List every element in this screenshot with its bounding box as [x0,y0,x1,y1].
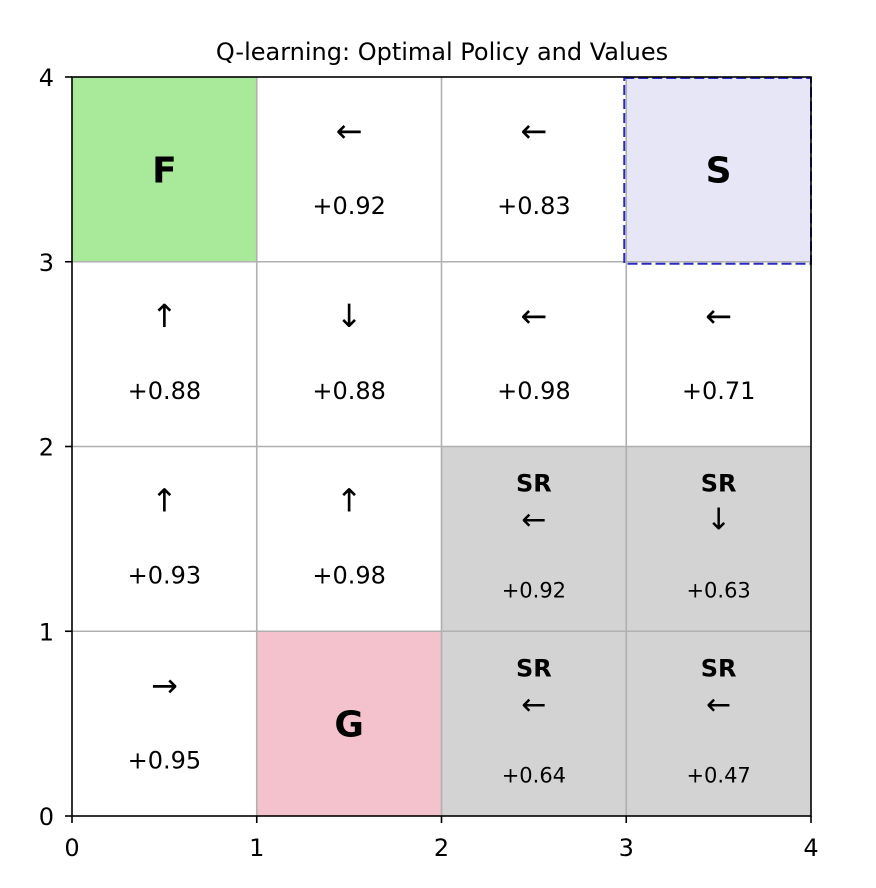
state-value: +0.47 [686,763,750,787]
policy-arrow: ↑ [151,297,178,335]
x-tick-label: 1 [249,834,264,862]
policy-arrow: ← [705,297,732,335]
cell-sr [626,631,811,816]
grid-lines [72,77,812,816]
policy-arrow: ← [520,297,547,335]
cell-empty [626,261,811,447]
y-tick-label: 2 [39,434,54,462]
state-value: +0.98 [497,377,571,405]
cell-letter-label: F [152,150,177,191]
x-tick-label: 3 [619,834,634,862]
policy-arrow: → [151,666,178,704]
policy-arrow: ← [706,687,731,722]
state-value: +0.71 [682,377,756,405]
start-cell-border [623,77,812,265]
policy-arrow: ← [520,112,547,150]
policy-arrow: ← [521,687,546,722]
cell-empty [72,631,257,816]
cell-labels: F ← +0.92 ← +0.83 S ↑ +0.88 ↓ +0.88 ← +0.98 ← +0.71 ↑ +… [128,112,756,787]
state-value: +0.88 [312,377,386,405]
cell-empty [72,261,257,447]
state-value: +0.88 [128,377,202,405]
state-value: +0.92 [312,192,386,220]
y-tick-label: 0 [39,803,54,831]
cell-finish [72,77,257,262]
cell-empty [256,446,442,632]
state-value: +0.93 [128,562,202,590]
x-tick-label: 0 [64,834,79,862]
state-value: +0.92 [502,579,566,603]
policy-arrow: ↑ [336,482,363,520]
cell-letter-label: S [706,150,732,191]
cell-empty [72,446,257,632]
cell-sr [626,446,811,632]
state-value: +0.64 [502,763,566,787]
cell-letter-label: G [334,705,364,746]
policy-arrow: ← [521,503,546,538]
cell-empty [256,261,442,447]
policy-arrow: ← [336,112,363,150]
sr-tag: SR [516,654,552,682]
cell-goal [256,631,442,816]
x-tick-label: 4 [803,834,818,862]
axes: 0 1 2 3 4 0 1 2 3 4 [39,64,819,862]
chart-title: Q-learning: Optimal Policy and Values [216,38,668,66]
y-tick-label: 1 [39,618,54,646]
policy-arrow: ↓ [336,297,363,335]
cell-empty [256,77,442,262]
state-value: +0.83 [497,192,571,220]
state-value: +0.63 [686,579,750,603]
cell-start [626,77,811,262]
sr-tag: SR [701,654,737,682]
policy-arrow: ↓ [706,503,731,538]
y-tick-label: 4 [39,64,54,92]
state-value: +0.95 [128,746,202,774]
y-tick-label: 3 [39,249,54,277]
x-tick-label: 2 [434,834,449,862]
cells-layer [72,77,811,816]
state-value: +0.98 [312,562,386,590]
sr-tag: SR [516,470,552,498]
policy-arrow: ↑ [151,482,178,520]
cell-sr [441,631,627,816]
cell-empty [441,77,627,262]
cell-empty [441,261,627,447]
cell-sr [441,446,627,632]
sr-tag: SR [701,470,737,498]
